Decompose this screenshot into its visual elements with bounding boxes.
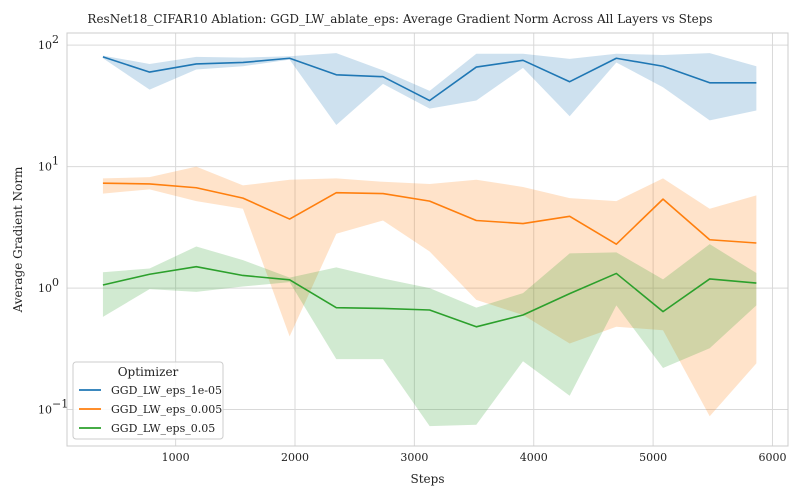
y-tick-label: 10 [38,404,52,417]
legend-title: Optimizer [118,365,179,379]
series-lines [102,56,757,328]
line-GGD_LW_eps_0.05 [102,265,757,328]
legend-label: GGD_LW_eps_0.005 [111,403,222,416]
y-tick-exponent: 0 [52,276,59,289]
confidence-bands [102,53,757,427]
line-GGD_LW_eps_0.005 [102,182,757,245]
y-tick-exponent: 2 [52,33,59,46]
y-tick-exponent: 1 [52,155,59,168]
legend-label: GGD_LW_eps_0.05 [111,422,215,435]
y-axis-label: Average Gradient Norm [11,166,25,313]
legend-items: GGD_LW_eps_1e-05 GGD_LW_eps_0.005 GGD_LW_e… [79,384,222,435]
y-tick-label: 10 [38,39,52,52]
legend-box [72,361,224,440]
plot-frame [66,32,789,447]
line-GGD_LW_eps_1e-05 [102,56,757,102]
y-tick-exponent: −1 [52,398,68,411]
band-GGD_LW_eps_1e-05 [102,53,757,126]
x-tick-label: 1000 [162,451,190,464]
band-GGD_LW_eps_0.05 [102,244,757,427]
x-axis-label: Steps [411,472,445,486]
x-tick-label: 4000 [520,451,548,464]
x-tick-label: 6000 [758,451,786,464]
band-GGD_LW_eps_0.005 [102,166,757,417]
legend: Optimizer GGD_LW_eps_1e-05 GGD_LW_eps_0.0… [72,361,224,440]
y-tick-label: 10 [38,161,52,174]
x-tick-label: 2000 [281,451,309,464]
chart-title: ResNet18_CIFAR10 Ablation: GGD_LW_ablate… [87,12,712,26]
x-tick-label: 5000 [639,451,667,464]
legend-label: GGD_LW_eps_1e-05 [111,384,222,397]
x-tick-label: 3000 [400,451,428,464]
y-tick-label: 10 [38,282,52,295]
